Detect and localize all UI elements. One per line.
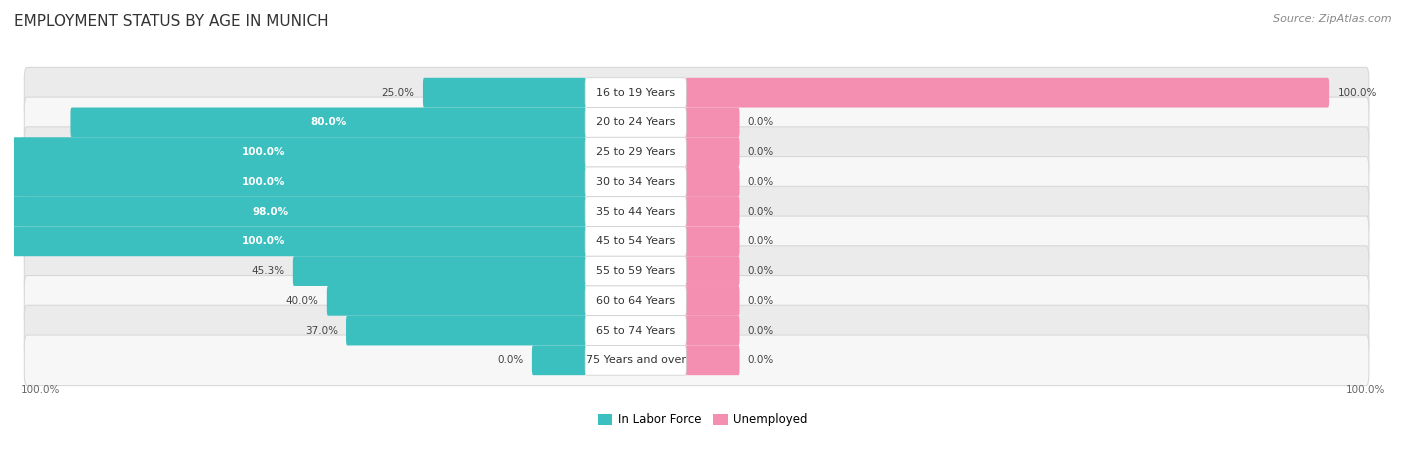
Text: 30 to 34 Years: 30 to 34 Years xyxy=(596,177,675,187)
Text: 98.0%: 98.0% xyxy=(252,207,288,216)
FancyBboxPatch shape xyxy=(326,286,586,316)
Text: 100.0%: 100.0% xyxy=(1337,88,1376,98)
FancyBboxPatch shape xyxy=(24,157,1369,207)
FancyBboxPatch shape xyxy=(585,137,686,167)
FancyBboxPatch shape xyxy=(24,216,1369,267)
FancyBboxPatch shape xyxy=(585,197,686,226)
Text: 45 to 54 Years: 45 to 54 Years xyxy=(596,236,675,246)
FancyBboxPatch shape xyxy=(0,197,586,226)
Text: 40.0%: 40.0% xyxy=(285,296,319,306)
FancyBboxPatch shape xyxy=(24,246,1369,297)
Text: 0.0%: 0.0% xyxy=(748,147,775,157)
Text: 16 to 19 Years: 16 to 19 Years xyxy=(596,88,675,98)
FancyBboxPatch shape xyxy=(686,226,740,256)
FancyBboxPatch shape xyxy=(585,286,686,316)
FancyBboxPatch shape xyxy=(346,316,586,346)
Text: 0.0%: 0.0% xyxy=(498,356,523,365)
Text: 0.0%: 0.0% xyxy=(748,207,775,216)
FancyBboxPatch shape xyxy=(0,167,586,197)
FancyBboxPatch shape xyxy=(585,226,686,256)
FancyBboxPatch shape xyxy=(24,275,1369,326)
Legend: In Labor Force, Unemployed: In Labor Force, Unemployed xyxy=(593,409,813,431)
Text: 0.0%: 0.0% xyxy=(748,117,775,127)
FancyBboxPatch shape xyxy=(686,108,740,137)
Text: 100.0%: 100.0% xyxy=(21,385,60,395)
Text: 0.0%: 0.0% xyxy=(748,236,775,246)
Text: Source: ZipAtlas.com: Source: ZipAtlas.com xyxy=(1274,14,1392,23)
Text: 35 to 44 Years: 35 to 44 Years xyxy=(596,207,675,216)
FancyBboxPatch shape xyxy=(24,127,1369,177)
Text: 0.0%: 0.0% xyxy=(748,296,775,306)
Text: 0.0%: 0.0% xyxy=(748,325,775,336)
FancyBboxPatch shape xyxy=(585,346,686,375)
Text: 37.0%: 37.0% xyxy=(305,325,337,336)
Text: 0.0%: 0.0% xyxy=(748,356,775,365)
FancyBboxPatch shape xyxy=(686,286,740,316)
FancyBboxPatch shape xyxy=(686,137,740,167)
FancyBboxPatch shape xyxy=(585,316,686,346)
Text: 80.0%: 80.0% xyxy=(309,117,346,127)
FancyBboxPatch shape xyxy=(686,167,740,197)
FancyBboxPatch shape xyxy=(686,78,1329,108)
FancyBboxPatch shape xyxy=(24,335,1369,386)
Text: 100.0%: 100.0% xyxy=(242,177,285,187)
FancyBboxPatch shape xyxy=(0,226,586,256)
FancyBboxPatch shape xyxy=(24,68,1369,118)
FancyBboxPatch shape xyxy=(24,305,1369,356)
Text: 20 to 24 Years: 20 to 24 Years xyxy=(596,117,675,127)
FancyBboxPatch shape xyxy=(24,186,1369,237)
FancyBboxPatch shape xyxy=(585,108,686,137)
Text: 60 to 64 Years: 60 to 64 Years xyxy=(596,296,675,306)
FancyBboxPatch shape xyxy=(686,346,740,375)
Text: 0.0%: 0.0% xyxy=(748,177,775,187)
Text: 100.0%: 100.0% xyxy=(242,147,285,157)
Text: 25.0%: 25.0% xyxy=(381,88,415,98)
FancyBboxPatch shape xyxy=(423,78,586,108)
FancyBboxPatch shape xyxy=(531,346,586,375)
FancyBboxPatch shape xyxy=(686,197,740,226)
FancyBboxPatch shape xyxy=(24,97,1369,148)
FancyBboxPatch shape xyxy=(585,167,686,197)
FancyBboxPatch shape xyxy=(0,137,586,167)
FancyBboxPatch shape xyxy=(292,256,586,286)
FancyBboxPatch shape xyxy=(585,256,686,286)
Text: 65 to 74 Years: 65 to 74 Years xyxy=(596,325,675,336)
Text: 100.0%: 100.0% xyxy=(1346,385,1385,395)
Text: 45.3%: 45.3% xyxy=(252,266,284,276)
FancyBboxPatch shape xyxy=(585,78,686,108)
Text: 55 to 59 Years: 55 to 59 Years xyxy=(596,266,675,276)
Text: EMPLOYMENT STATUS BY AGE IN MUNICH: EMPLOYMENT STATUS BY AGE IN MUNICH xyxy=(14,14,329,28)
Text: 25 to 29 Years: 25 to 29 Years xyxy=(596,147,675,157)
FancyBboxPatch shape xyxy=(70,108,586,137)
FancyBboxPatch shape xyxy=(686,256,740,286)
Text: 100.0%: 100.0% xyxy=(242,236,285,246)
Text: 0.0%: 0.0% xyxy=(748,266,775,276)
FancyBboxPatch shape xyxy=(686,316,740,346)
Text: 75 Years and over: 75 Years and over xyxy=(586,356,686,365)
